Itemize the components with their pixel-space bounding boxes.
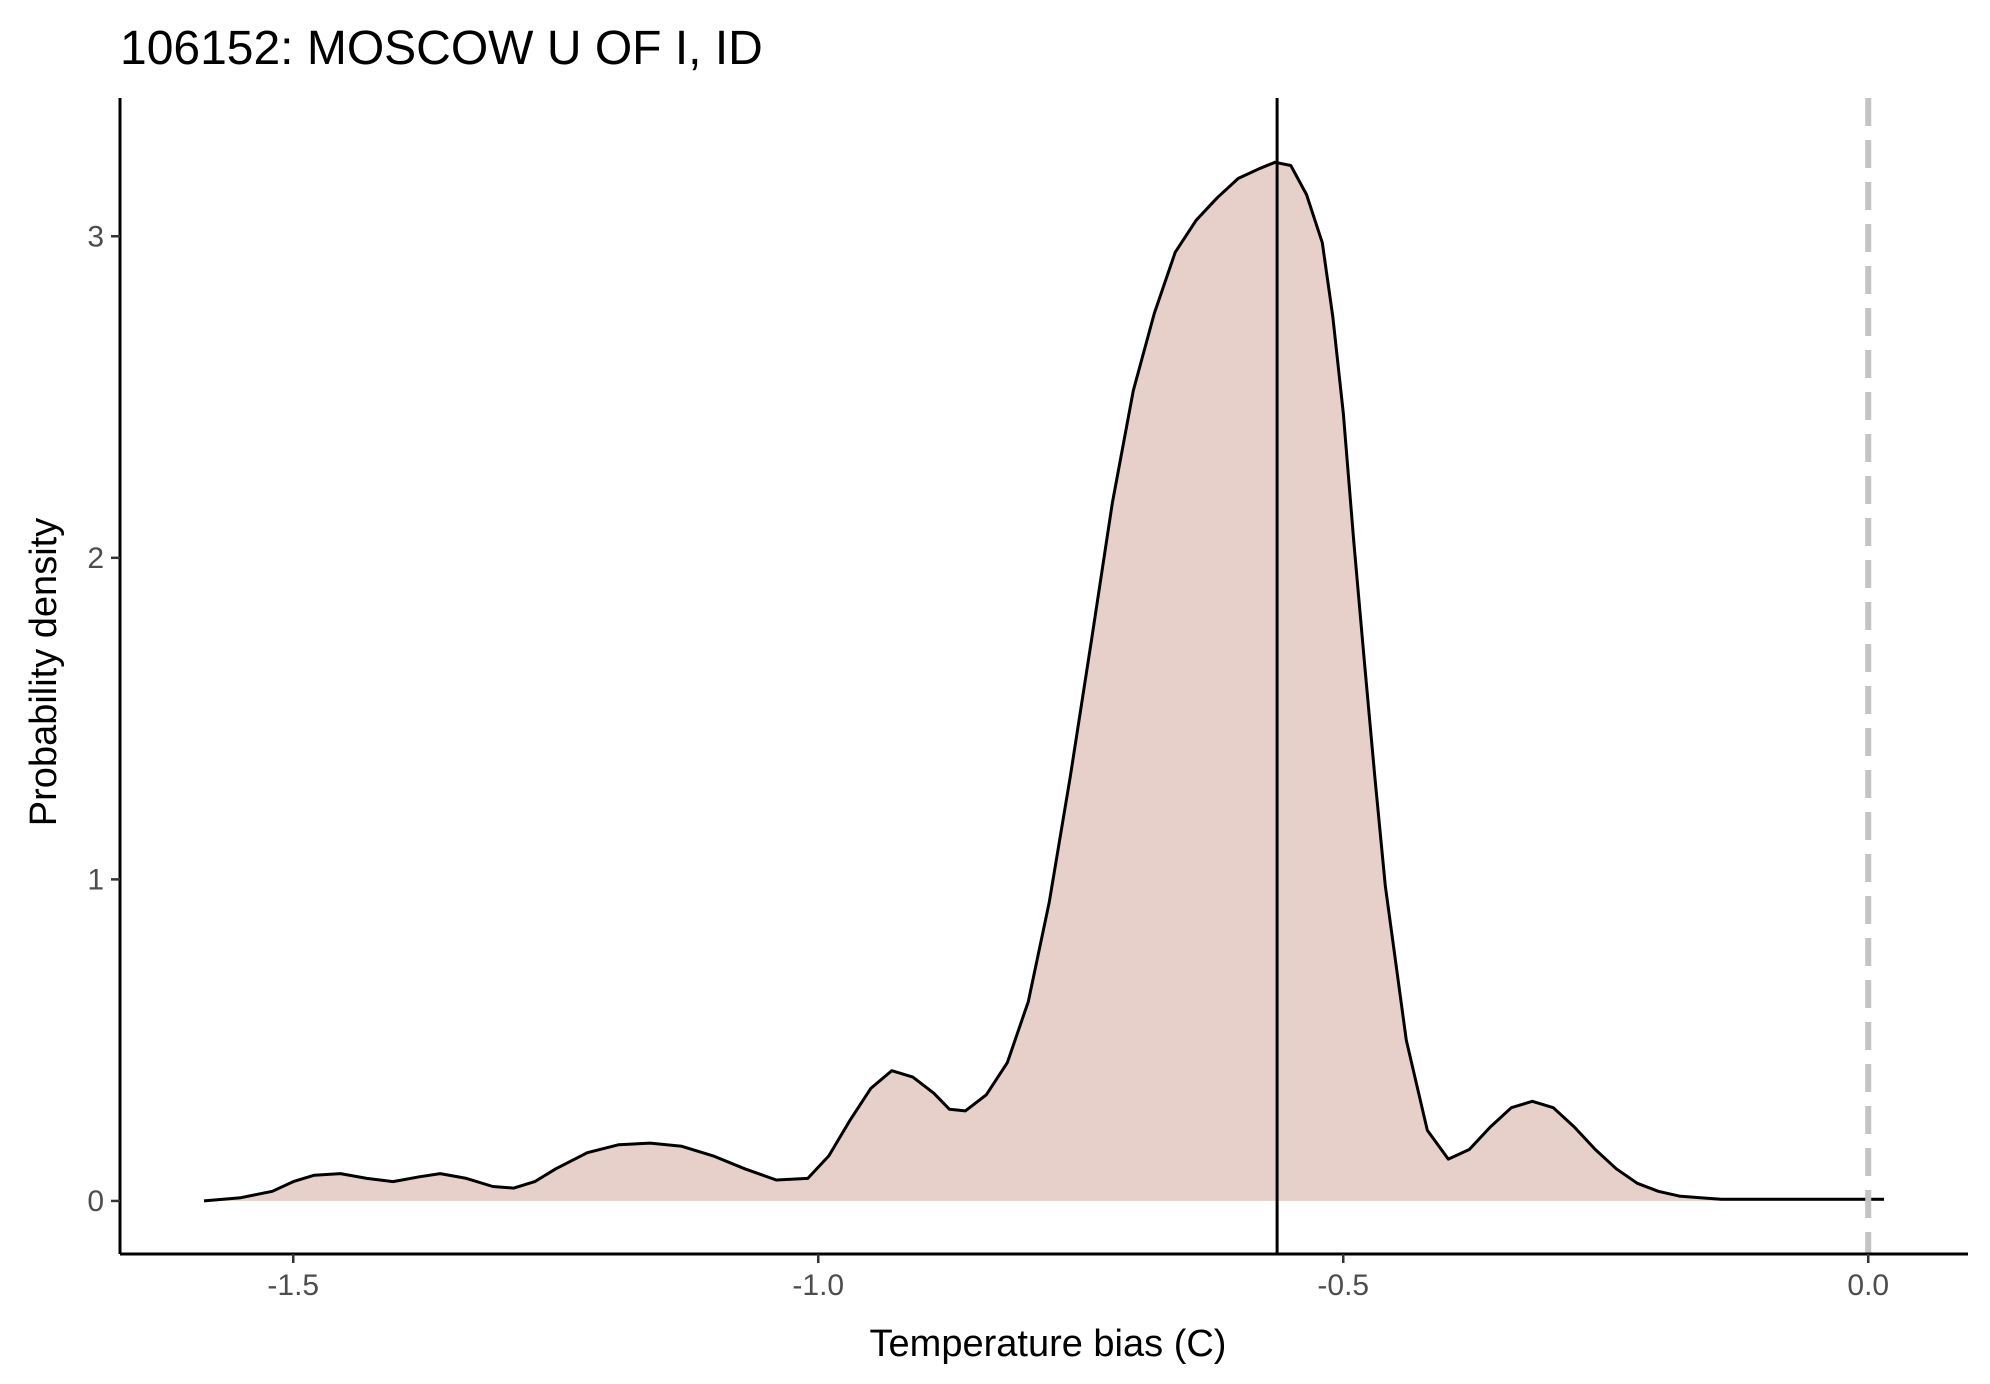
y-tick-label: 1 [87, 863, 104, 896]
density-curve [203, 160, 1884, 1203]
chart-title: 106152: MOSCOW U OF I, ID [120, 22, 763, 75]
x-tick-label: 0.0 [1847, 1269, 1889, 1302]
x-axis-title: Temperature bias (C) [870, 1323, 1227, 1365]
density-area [204, 162, 1884, 1201]
x-tick-label: -0.5 [1317, 1269, 1369, 1302]
y-axis-title: Probability density [23, 518, 65, 826]
y-tick-label: 2 [87, 542, 104, 575]
y-tick-label: 3 [87, 220, 104, 253]
y-tick-label: 0 [87, 1185, 104, 1218]
x-tick-label: -1.5 [267, 1269, 319, 1302]
x-tick-label: -1.0 [792, 1269, 844, 1302]
